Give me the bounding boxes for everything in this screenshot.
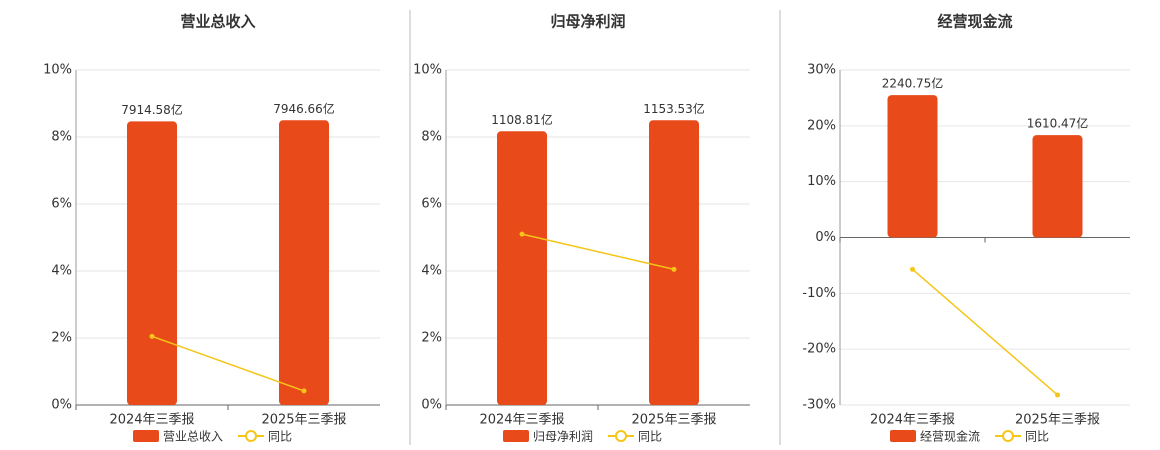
legend-swatch — [890, 430, 916, 442]
x-tick-label: 2025年三季报 — [261, 413, 346, 428]
bar — [887, 95, 938, 238]
yoy-point — [1055, 392, 1060, 398]
y-tick-label: 10% — [413, 63, 442, 78]
y-tick-label: 2% — [421, 331, 442, 346]
legend-swatch — [133, 430, 159, 442]
x-tick-label: 2024年三季报 — [479, 413, 564, 428]
legend-swatch — [503, 430, 529, 442]
bar — [497, 131, 547, 405]
chart-title: 归母净利润 — [550, 13, 625, 31]
yoy-point — [301, 388, 307, 394]
legend-marker — [1002, 430, 1014, 442]
legend-label: 经营现金流 — [920, 429, 980, 444]
legend-label: 营业总收入 — [163, 430, 223, 444]
value-label: 2240.75亿 — [882, 76, 944, 91]
y-tick-label: 20% — [807, 118, 836, 133]
y-tick-label: -30% — [802, 398, 836, 413]
chart-title: 营业总收入 — [180, 13, 255, 31]
y-tick-label: 8% — [421, 130, 442, 145]
y-tick-label: -10% — [802, 286, 836, 301]
y-tick-label: 30% — [807, 63, 836, 78]
yoy-point — [671, 266, 677, 272]
y-tick-label: 2% — [51, 331, 72, 346]
x-tick-label: 2024年三季报 — [109, 413, 194, 428]
bar — [1032, 135, 1083, 238]
chart-title: 经营现金流 — [937, 13, 1012, 31]
y-tick-label: 0% — [421, 398, 442, 413]
value-label: 7914.58亿 — [121, 102, 183, 117]
y-tick-label: 8% — [51, 130, 72, 145]
x-tick-label: 2025年三季报 — [1015, 413, 1100, 428]
x-tick-label: 2025年三季报 — [631, 413, 716, 428]
y-tick-label: 10% — [807, 174, 836, 189]
legend-marker — [615, 430, 627, 442]
yoy-line — [912, 268, 1058, 396]
yoy-point — [519, 231, 525, 237]
y-tick-label: 6% — [51, 197, 72, 212]
legend-label: 同比 — [1025, 430, 1049, 444]
legend-marker — [245, 430, 257, 442]
yoy-point — [910, 266, 915, 272]
y-tick-label: 4% — [421, 264, 442, 279]
yoy-line — [151, 335, 305, 392]
y-tick-label: 4% — [51, 264, 72, 279]
value-label: 1610.47亿 — [1027, 116, 1089, 131]
y-tick-label: 10% — [43, 63, 72, 78]
yoy-line — [521, 233, 675, 271]
bar — [279, 120, 329, 405]
legend-label: 归母净利润 — [533, 430, 593, 444]
legend-label: 同比 — [638, 430, 662, 444]
y-tick-label: 0% — [815, 230, 836, 245]
legend-label: 同比 — [268, 430, 292, 444]
value-label: 1153.53亿 — [643, 101, 705, 116]
y-tick-label: 0% — [51, 398, 72, 413]
x-tick-label: 2024年三季报 — [870, 413, 955, 428]
y-tick-label: -20% — [802, 342, 836, 357]
y-tick-label: 6% — [421, 197, 442, 212]
bar — [649, 120, 699, 405]
yoy-point — [149, 333, 155, 339]
bar — [127, 121, 177, 406]
value-label: 1108.81亿 — [491, 112, 553, 127]
value-label: 7946.66亿 — [273, 101, 335, 116]
